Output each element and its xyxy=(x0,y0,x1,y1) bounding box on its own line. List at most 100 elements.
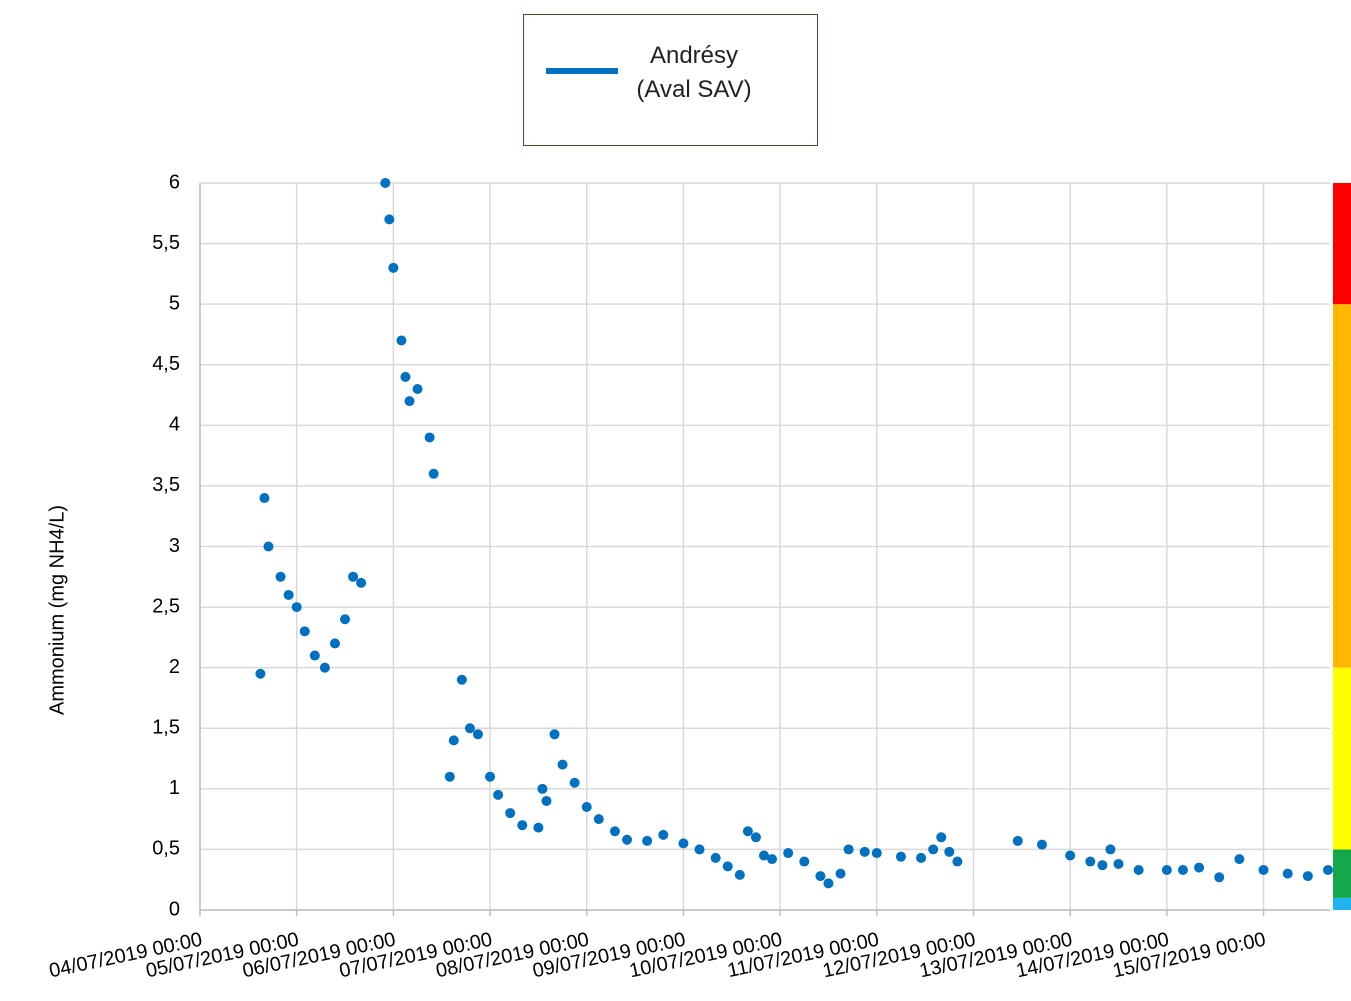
data-point xyxy=(734,869,745,880)
threshold-band xyxy=(1333,849,1351,898)
y-tick-label: 4 xyxy=(169,414,180,436)
data-point xyxy=(1012,835,1023,846)
data-point xyxy=(871,848,882,859)
y-tick-label: 2 xyxy=(169,656,180,678)
data-point xyxy=(424,432,435,443)
data-point xyxy=(348,571,359,582)
data-point xyxy=(428,468,439,479)
data-point xyxy=(944,846,955,857)
data-point xyxy=(263,541,274,552)
data-point xyxy=(533,822,544,833)
data-point xyxy=(380,178,391,188)
data-point xyxy=(259,493,270,504)
data-point xyxy=(329,638,340,649)
data-point xyxy=(1302,871,1313,882)
data-point xyxy=(1161,865,1172,876)
data-point xyxy=(928,844,939,855)
data-point xyxy=(569,777,580,788)
data-point xyxy=(493,789,504,800)
data-point xyxy=(895,851,906,862)
data-point xyxy=(541,795,552,806)
data-point xyxy=(916,852,927,863)
data-point xyxy=(485,771,496,782)
data-point xyxy=(1113,858,1124,869)
data-point xyxy=(936,832,947,843)
threshold-band xyxy=(1333,667,1351,850)
data-point xyxy=(843,844,854,855)
data-point xyxy=(1065,850,1076,861)
data-point xyxy=(710,852,721,863)
data-point xyxy=(549,729,560,740)
threshold-band xyxy=(1333,183,1351,305)
data-point xyxy=(750,832,761,843)
data-point xyxy=(1258,865,1269,876)
data-point xyxy=(275,571,286,582)
data-point xyxy=(783,848,794,859)
legend-label: Andrésy (Aval SAV) xyxy=(636,42,752,103)
data-point xyxy=(1234,854,1245,865)
data-point xyxy=(622,834,633,845)
y-tick-label: 5,5 xyxy=(152,232,180,254)
data-point xyxy=(400,371,411,382)
data-point xyxy=(388,262,399,273)
data-point xyxy=(799,856,810,867)
data-point xyxy=(396,335,407,346)
data-point xyxy=(283,589,294,600)
y-tick-label: 2,5 xyxy=(152,595,180,617)
data-point xyxy=(952,856,963,867)
data-point xyxy=(444,771,455,782)
data-point xyxy=(581,802,592,813)
data-point xyxy=(678,838,689,849)
data-point xyxy=(384,214,395,225)
data-point xyxy=(557,759,568,770)
data-point xyxy=(448,735,459,746)
data-point xyxy=(456,674,467,685)
data-point xyxy=(340,614,351,625)
data-point xyxy=(319,662,330,673)
legend: Andrésy (Aval SAV) xyxy=(523,14,818,146)
data-point xyxy=(722,861,733,872)
data-point xyxy=(356,577,367,588)
data-point xyxy=(537,783,548,794)
data-point xyxy=(823,878,834,889)
data-point xyxy=(593,814,604,825)
data-point xyxy=(1214,872,1225,883)
data-point xyxy=(255,668,266,679)
data-point xyxy=(412,383,423,394)
data-point xyxy=(1194,862,1205,873)
y-tick-label: 0,5 xyxy=(152,838,180,860)
data-point xyxy=(291,602,302,613)
data-point xyxy=(464,723,475,734)
y-tick-label: 1,5 xyxy=(152,717,180,739)
data-point xyxy=(1105,844,1116,855)
data-point xyxy=(1133,865,1144,876)
data-point xyxy=(1282,868,1293,879)
y-tick-label: 5 xyxy=(169,292,180,314)
legend-swatch xyxy=(546,68,618,74)
y-tick-label: 1 xyxy=(169,777,180,799)
data-point xyxy=(1085,856,1096,867)
data-point xyxy=(742,826,753,837)
data-point xyxy=(835,868,846,879)
data-point xyxy=(758,850,769,861)
y-tick-label: 3 xyxy=(169,535,180,557)
threshold-band xyxy=(1333,304,1351,668)
data-point xyxy=(404,396,415,407)
data-point xyxy=(517,820,528,831)
data-point xyxy=(815,871,826,882)
data-point xyxy=(1322,865,1333,876)
data-point xyxy=(1097,860,1108,871)
data-point xyxy=(505,808,516,819)
data-point xyxy=(299,626,310,637)
data-point xyxy=(859,846,870,857)
data-point xyxy=(642,835,653,846)
data-point xyxy=(1036,839,1047,850)
y-tick-label: 6 xyxy=(169,171,180,193)
data-point xyxy=(609,826,620,837)
data-point xyxy=(767,854,778,865)
y-tick-label: 4,5 xyxy=(152,353,180,375)
data-point xyxy=(1177,865,1188,876)
y-tick-label: 3,5 xyxy=(152,474,180,496)
